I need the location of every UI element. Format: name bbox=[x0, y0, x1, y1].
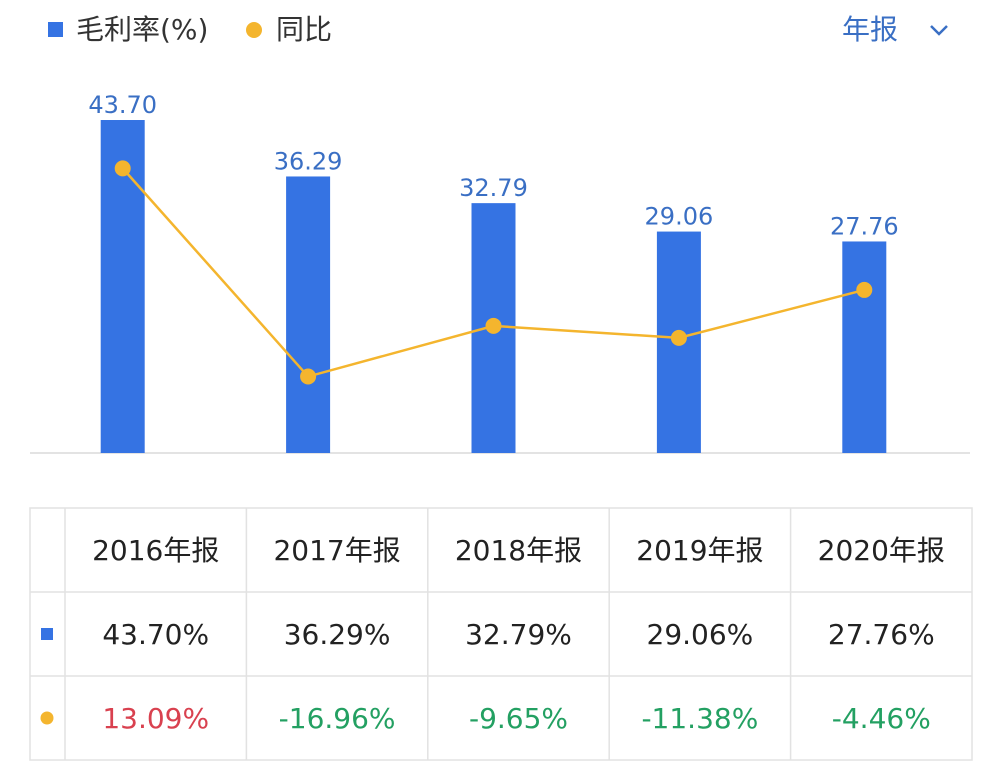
table-cell: 13.09% bbox=[102, 702, 209, 735]
table-cell: -9.65% bbox=[469, 702, 568, 735]
table-cell: -16.96% bbox=[279, 702, 396, 735]
table-cell: 29.06% bbox=[647, 618, 754, 651]
table-cell: 27.76% bbox=[828, 618, 935, 651]
point bbox=[114, 160, 131, 177]
table-header: 2017年报 bbox=[273, 534, 400, 567]
data-label: 43.70 bbox=[88, 91, 157, 119]
table-cell: -4.46% bbox=[832, 702, 931, 735]
table-header: 2019年报 bbox=[636, 534, 763, 567]
dropdown-icon[interactable] bbox=[930, 25, 948, 36]
period-selector[interactable]: 年报 bbox=[842, 13, 948, 46]
table-cell: -11.38% bbox=[641, 702, 758, 735]
legend-swatch bbox=[48, 22, 63, 37]
table-cell: 36.29% bbox=[284, 618, 391, 651]
bar bbox=[842, 241, 887, 453]
data-label: 36.29 bbox=[274, 147, 343, 175]
row-icon bbox=[40, 711, 54, 725]
point bbox=[485, 317, 502, 334]
legend-label: 毛利率(%) bbox=[76, 13, 208, 46]
legend-swatch bbox=[246, 22, 262, 38]
point bbox=[856, 281, 873, 298]
point bbox=[670, 329, 687, 346]
period-label[interactable]: 年报 bbox=[842, 13, 898, 46]
data-label: 29.06 bbox=[645, 203, 714, 231]
data-label: 27.76 bbox=[830, 212, 899, 240]
data-label: 32.79 bbox=[459, 174, 528, 202]
table bbox=[29, 507, 973, 761]
table-header: 2016年报 bbox=[92, 534, 219, 567]
table-cell: 32.79% bbox=[465, 618, 572, 651]
table-header: 2018年报 bbox=[455, 534, 582, 567]
point bbox=[300, 368, 317, 385]
table-header: 2020年报 bbox=[818, 534, 945, 567]
row-icon bbox=[41, 628, 53, 640]
table-border bbox=[29, 507, 973, 761]
legend-label: 同比 bbox=[276, 13, 332, 46]
table-cell: 43.70% bbox=[102, 618, 209, 651]
bar bbox=[286, 176, 331, 453]
